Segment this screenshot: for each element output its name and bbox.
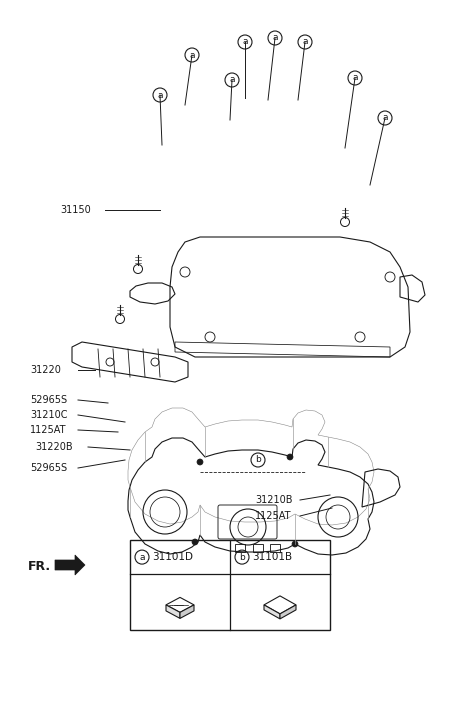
Bar [235, 544, 245, 552]
Text: a: a [157, 90, 163, 100]
Text: a: a [302, 38, 308, 47]
Text: 31101B: 31101B [252, 552, 292, 562]
Polygon shape [166, 605, 180, 619]
Circle shape [197, 459, 203, 465]
Text: a: a [242, 38, 248, 47]
Text: a: a [139, 553, 145, 561]
Text: 31150: 31150 [60, 205, 91, 215]
Polygon shape [55, 555, 85, 575]
Bar [130, 540, 330, 630]
Text: 1125AT: 1125AT [255, 511, 291, 521]
Text: 31101D: 31101D [152, 552, 193, 562]
Text: a: a [382, 113, 388, 123]
Text: b: b [255, 456, 261, 465]
Text: 52965S: 52965S [30, 463, 67, 473]
Bar [270, 544, 280, 552]
Text: 31220B: 31220B [35, 442, 73, 452]
Text: 1125AT: 1125AT [30, 425, 66, 435]
Text: 31220: 31220 [30, 365, 61, 375]
Text: FR.: FR. [28, 560, 51, 573]
Text: b: b [239, 553, 245, 561]
Bar [253, 544, 263, 552]
Polygon shape [264, 605, 280, 619]
Text: 31210B: 31210B [255, 495, 293, 505]
Circle shape [292, 541, 298, 547]
Text: a: a [229, 76, 235, 84]
Circle shape [287, 454, 293, 460]
Polygon shape [180, 605, 194, 619]
Text: 52965S: 52965S [30, 395, 67, 405]
Text: a: a [272, 33, 278, 42]
Text: a: a [352, 73, 358, 82]
Text: 31210C: 31210C [30, 410, 68, 420]
Circle shape [192, 539, 198, 545]
Polygon shape [280, 605, 296, 619]
Text: a: a [189, 50, 195, 60]
